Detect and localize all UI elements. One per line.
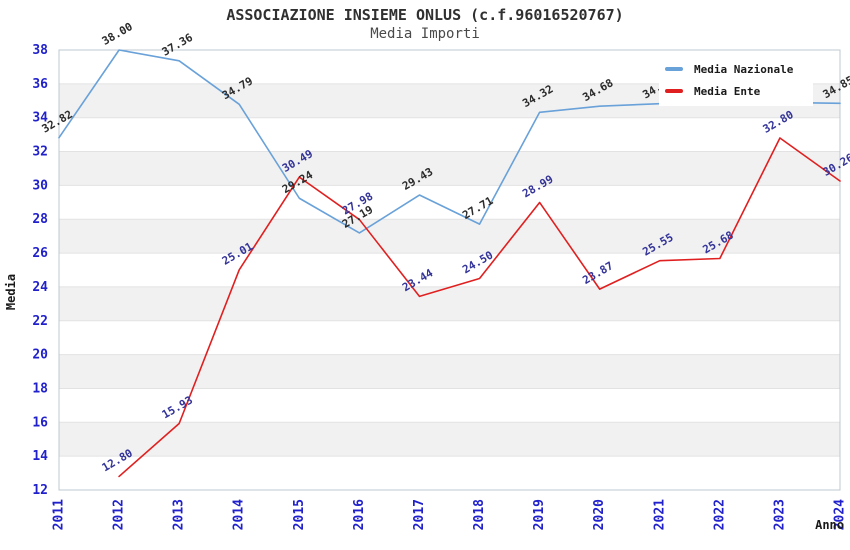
svg-text:36: 36 — [32, 77, 48, 92]
svg-text:2015: 2015 — [292, 499, 307, 530]
svg-text:26: 26 — [32, 246, 48, 261]
legend-item-media-nazionale: Media Nazionale — [665, 58, 813, 80]
legend: Media Nazionale Media Ente — [659, 56, 813, 106]
svg-text:2016: 2016 — [352, 499, 367, 530]
svg-text:30: 30 — [32, 178, 48, 193]
svg-text:14: 14 — [32, 449, 48, 464]
svg-text:28: 28 — [32, 212, 48, 227]
svg-text:22: 22 — [32, 314, 48, 329]
svg-text:2018: 2018 — [472, 499, 487, 530]
legend-swatch-media-nazionale — [665, 67, 683, 71]
svg-text:2017: 2017 — [412, 499, 427, 530]
y-axis-title: Media — [4, 274, 18, 310]
svg-text:18: 18 — [32, 381, 48, 396]
legend-label-media-nazionale: Media Nazionale — [694, 62, 794, 76]
legend-swatch-media-ente — [665, 89, 683, 93]
chart-subtitle: Media Importi — [370, 26, 480, 42]
svg-text:34: 34 — [32, 111, 48, 126]
svg-text:2013: 2013 — [172, 499, 187, 530]
svg-text:2021: 2021 — [652, 499, 667, 530]
svg-text:2019: 2019 — [532, 499, 547, 530]
svg-text:2022: 2022 — [712, 499, 727, 530]
legend-label-media-ente: Media Ente — [694, 84, 761, 98]
svg-text:16: 16 — [32, 415, 48, 430]
svg-text:2014: 2014 — [232, 499, 247, 530]
plot-bands — [59, 50, 840, 490]
y-axis-tick-labels: 12 14 16 18 20 22 24 26 28 30 32 34 36 38 — [32, 43, 48, 498]
svg-text:2024: 2024 — [833, 499, 848, 530]
svg-text:2011: 2011 — [52, 499, 67, 530]
svg-text:12: 12 — [32, 483, 48, 498]
legend-item-media-ente: Media Ente — [665, 80, 813, 102]
svg-text:24: 24 — [32, 280, 48, 295]
svg-text:32: 32 — [32, 145, 48, 160]
x-axis-title: Anno — [815, 518, 844, 532]
series-line-media-ente — [118, 137, 841, 478]
chart-title: ASSOCIAZIONE INSIEME ONLUS (c.f.96016520… — [226, 6, 624, 24]
svg-text:20: 20 — [32, 348, 48, 363]
svg-text:2023: 2023 — [772, 499, 787, 530]
svg-text:38: 38 — [32, 43, 48, 58]
svg-text:2020: 2020 — [592, 499, 607, 530]
svg-text:2012: 2012 — [112, 499, 127, 530]
x-axis-tick-labels: 2011 2012 2013 2014 2015 2016 2017 2018 2019 2020… — [52, 499, 848, 530]
plot-border — [58, 49, 841, 491]
